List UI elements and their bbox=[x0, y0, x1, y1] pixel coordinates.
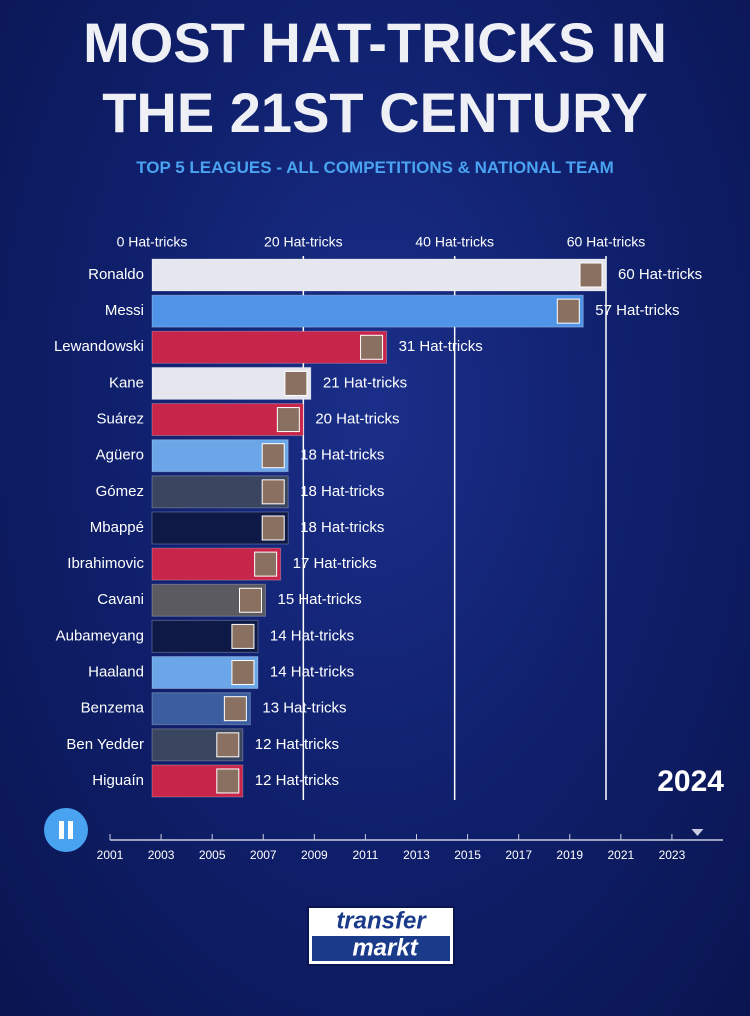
x-tick-label: 60 Hat-tricks bbox=[567, 234, 646, 250]
chart-subtitle: TOP 5 LEAGUES - ALL COMPETITIONS & NATIO… bbox=[136, 158, 614, 177]
value-label: 15 Hat-tricks bbox=[278, 591, 362, 608]
timeline-tick-label: 2011 bbox=[353, 848, 379, 862]
value-label: 17 Hat-tricks bbox=[293, 555, 377, 572]
y-tick-label: Aubameyang bbox=[56, 627, 144, 644]
value-label: 18 Hat-tricks bbox=[300, 447, 384, 464]
y-tick-label: Benzema bbox=[81, 700, 145, 717]
player-avatar bbox=[216, 732, 240, 758]
pause-icon bbox=[59, 821, 64, 839]
y-tick-label: Lewandowski bbox=[54, 338, 144, 355]
timeline-tick-label: 2005 bbox=[199, 848, 226, 862]
logo-text: transfer bbox=[336, 907, 427, 934]
current-year: 2024 bbox=[657, 765, 724, 798]
player-avatar bbox=[223, 696, 247, 722]
player-avatar bbox=[284, 370, 308, 396]
value-label: 13 Hat-tricks bbox=[262, 700, 346, 717]
player-avatar bbox=[261, 443, 285, 469]
y-tick-label: Kane bbox=[109, 374, 144, 391]
player-avatar bbox=[261, 515, 285, 541]
y-tick-label: Messi bbox=[105, 302, 144, 319]
chart-title: MOST HAT-TRICKS IN THE 21ST CENTURY bbox=[83, 11, 667, 144]
x-tick-label: 20 Hat-tricks bbox=[264, 234, 343, 250]
timeline-tick-label: 2017 bbox=[505, 848, 532, 862]
timeline-tick-label: 2013 bbox=[403, 848, 430, 862]
y-tick-label: Haaland bbox=[88, 664, 144, 681]
player-avatar bbox=[261, 479, 285, 505]
y-tick-label: Suárez bbox=[96, 411, 144, 428]
value-label: 14 Hat-tricks bbox=[270, 627, 354, 644]
y-tick-label: Higuaín bbox=[92, 772, 144, 789]
bar bbox=[151, 294, 584, 328]
timeline-tick-label: 2015 bbox=[454, 848, 481, 862]
player-avatar bbox=[216, 768, 240, 794]
value-label: 57 Hat-tricks bbox=[595, 302, 679, 319]
value-label: 60 Hat-tricks bbox=[618, 266, 702, 283]
timeline-tick-label: 2003 bbox=[148, 848, 175, 862]
y-tick-label: Ben Yedder bbox=[66, 736, 144, 753]
timeline-tick-label: 2001 bbox=[97, 848, 124, 862]
value-label: 21 Hat-tricks bbox=[323, 374, 407, 391]
timeline-tick-label: 2009 bbox=[301, 848, 328, 862]
x-tick-label: 0 Hat-tricks bbox=[117, 234, 188, 250]
timeline-tick-label: 2021 bbox=[607, 848, 634, 862]
y-tick-label: Mbappé bbox=[90, 519, 144, 536]
timeline-tick-label: 2023 bbox=[659, 848, 686, 862]
y-tick-label: Ronaldo bbox=[88, 266, 144, 283]
player-avatar bbox=[231, 660, 255, 686]
pause-icon bbox=[68, 821, 73, 839]
timeline-marker bbox=[691, 829, 704, 836]
y-tick-label: Ibrahimovic bbox=[67, 555, 144, 572]
player-avatar bbox=[360, 334, 384, 360]
logo-band bbox=[312, 936, 450, 961]
player-avatar bbox=[254, 551, 278, 577]
player-avatar bbox=[276, 407, 300, 433]
bar bbox=[151, 330, 388, 364]
player-avatar bbox=[556, 298, 580, 324]
x-tick-label: 40 Hat-tricks bbox=[415, 234, 494, 250]
player-avatar bbox=[239, 587, 262, 613]
bar bbox=[151, 258, 607, 292]
timeline-tick-label: 2019 bbox=[556, 848, 583, 862]
value-label: 18 Hat-tricks bbox=[300, 519, 384, 536]
value-label: 12 Hat-tricks bbox=[255, 736, 339, 753]
logo-text: markt bbox=[352, 934, 418, 961]
y-tick-label: Cavani bbox=[97, 591, 144, 608]
value-label: 31 Hat-tricks bbox=[399, 338, 483, 355]
pause-button[interactable] bbox=[44, 808, 88, 852]
value-label: 14 Hat-tricks bbox=[270, 664, 354, 681]
y-tick-label: Agüero bbox=[96, 447, 144, 464]
player-avatar bbox=[231, 623, 255, 649]
timeline-tick-label: 2007 bbox=[250, 848, 277, 862]
value-label: 12 Hat-tricks bbox=[255, 772, 339, 789]
value-label: 20 Hat-tricks bbox=[315, 411, 399, 428]
value-label: 18 Hat-tricks bbox=[300, 483, 384, 500]
player-avatar bbox=[579, 262, 603, 288]
y-tick-label: Gómez bbox=[96, 483, 144, 500]
